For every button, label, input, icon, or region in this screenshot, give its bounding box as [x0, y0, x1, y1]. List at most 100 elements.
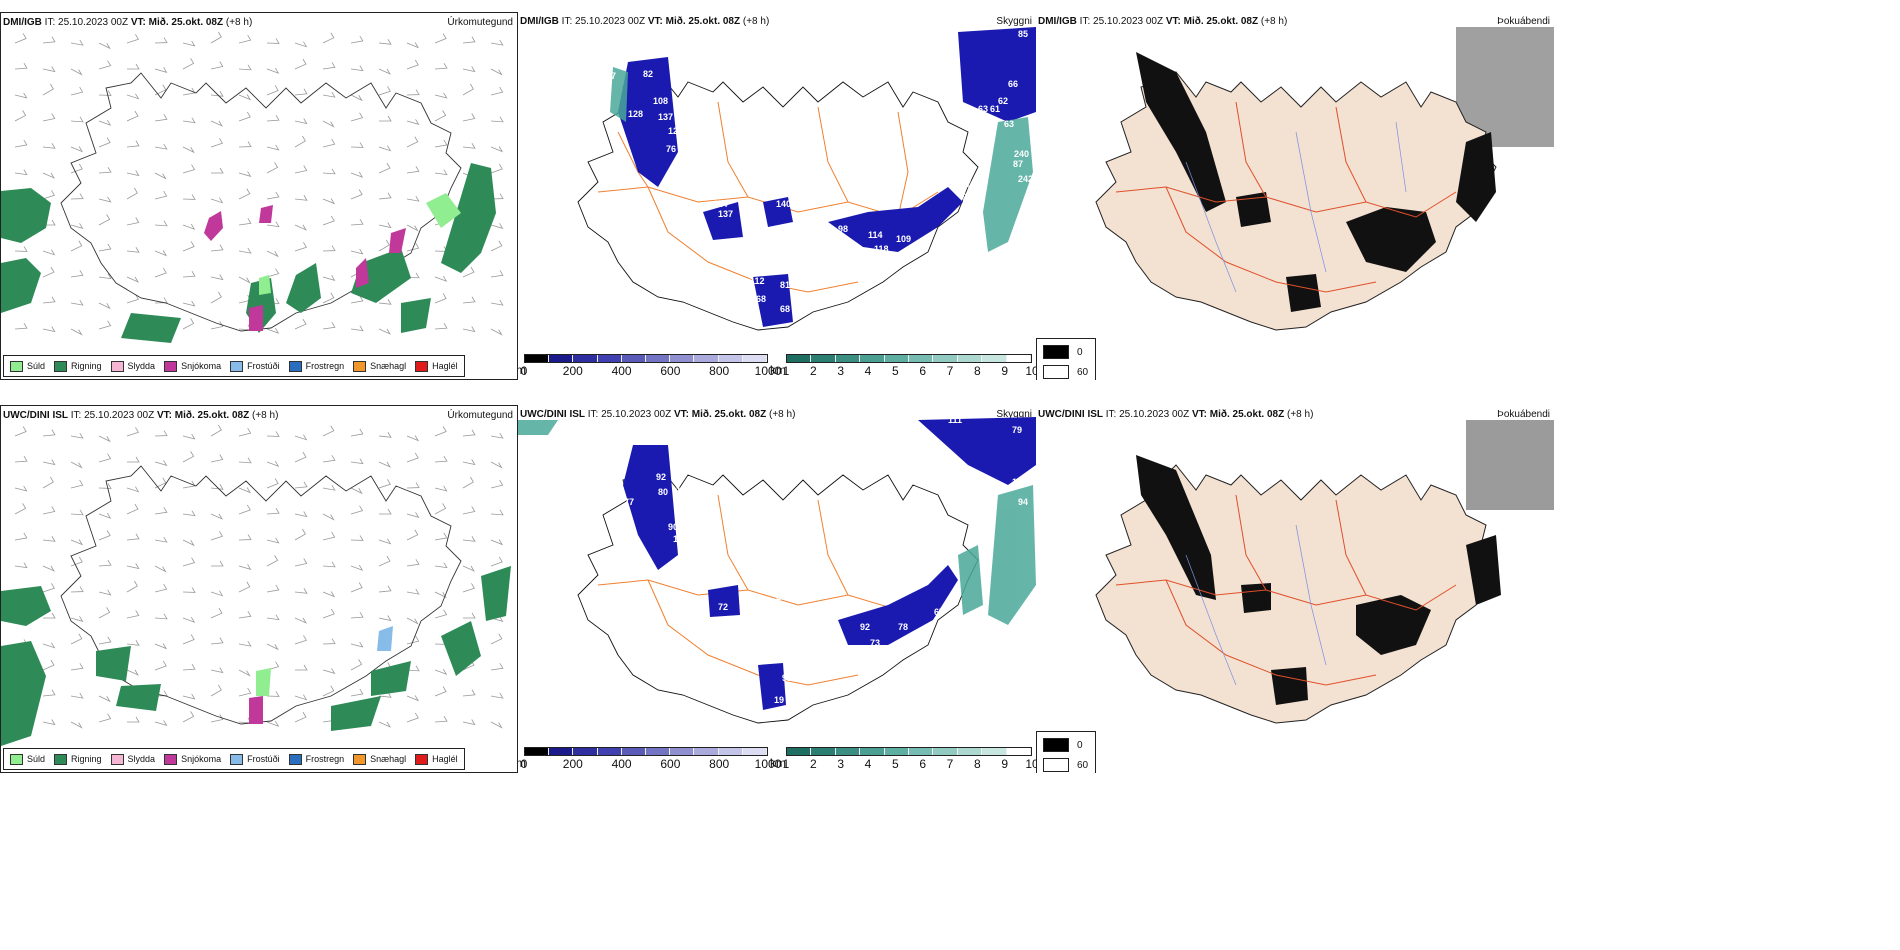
visibility-value-label: 242 — [1018, 174, 1033, 184]
visibility-value-label: 111 — [948, 415, 962, 425]
visibility-value-label: 98 — [838, 224, 848, 234]
visibility-value-label: 66 — [1008, 79, 1018, 89]
visibility-value-label: 92 — [656, 472, 666, 482]
legend-label: Rigning — [71, 361, 102, 371]
precip-map — [1, 424, 511, 746]
fog-map — [1095, 420, 1554, 724]
fog-panel-row1: DMI/IGB IT: 25.10.2023 00Z VT: Mið. 25.o… — [1036, 12, 1554, 380]
legend-item-0: Súld — [10, 753, 46, 765]
visibility-value-label: 62 — [998, 96, 1008, 106]
visibility-value-label: 12 — [940, 164, 950, 174]
legend-swatch — [10, 753, 23, 765]
legend-swatch — [10, 360, 23, 372]
colorbar-tick: 0 — [520, 757, 528, 771]
legend-label: Snjókoma — [181, 361, 222, 371]
legend-label: Slydda — [127, 754, 156, 764]
legend-swatch — [288, 753, 302, 765]
legend-swatch — [164, 360, 178, 372]
visibility-value-label: 112 — [750, 276, 765, 286]
colorbar-tick: 1000 — [754, 364, 782, 378]
legend-item-3: Snjókoma — [164, 360, 222, 372]
colorbar-tick: 8 — [973, 757, 981, 771]
visibility-value-label: 94 — [1018, 497, 1028, 507]
visibility-value-label: 137 — [718, 209, 733, 219]
visibility-value-label: 118 — [874, 244, 889, 254]
colorbar-tick: 1 — [782, 757, 790, 771]
precip-legend: Súld Rigning Slydda Snjókoma Frostúði Frostre… — [3, 355, 465, 377]
legend-item-3: Snjókoma — [164, 753, 222, 765]
colorbar-km-ticks: 1 2 3 4 5 6 7 8 9 10 — [783, 363, 1036, 378]
colorbar-tick: 1000 — [754, 757, 782, 771]
visibility-value-label: 82 — [643, 69, 653, 79]
fog-map — [1095, 27, 1554, 331]
colorbar-m-unit: m — [518, 756, 526, 770]
visibility-value-label: 140 — [776, 199, 791, 209]
visibility-value-label: 128 — [628, 109, 643, 119]
legend-item-6: Snæhagl — [353, 753, 407, 765]
visibility-value-label: 76 — [666, 144, 676, 154]
colorbar-tick: 6 — [919, 364, 926, 378]
legend-item-4: Frostúði — [230, 753, 280, 765]
legend-label: Frostúði — [247, 361, 280, 371]
visibility-value-label: 87 — [1013, 159, 1023, 169]
visibility-value-label: 127 — [668, 126, 683, 136]
visibility-value-label: 67 — [934, 607, 944, 617]
visibility-value-label: 72 — [718, 602, 728, 612]
legend-label: Slydda — [127, 361, 156, 371]
fog-legend: 0 60 — [1036, 338, 1096, 380]
legend-swatch — [230, 360, 244, 372]
legend-label: Snæhagl — [370, 754, 407, 764]
colorbar-km-unit: km — [770, 756, 786, 770]
colorbar-m-unit: m — [518, 363, 526, 377]
colorbar-tick: 7 — [946, 364, 954, 378]
legend-swatch — [110, 360, 124, 372]
colorbar-km-ticks: 1 2 3 4 5 6 7 8 9 10 — [782, 756, 1036, 771]
panel-header: DMI/IGB IT: 25.10.2023 00Z VT: Mið. 25.o… — [520, 16, 770, 27]
colorbar-m-bar — [524, 354, 768, 363]
legend-item-5: Frostregn — [288, 753, 345, 765]
colorbar-tick: 2 — [809, 364, 817, 378]
precip-title: Úrkomutegund — [447, 410, 513, 421]
colorbar-tick: 7 — [946, 757, 954, 771]
legend-label: Snjókoma — [181, 754, 222, 764]
legend-item-2: Slydda — [110, 360, 156, 372]
legend-swatch — [54, 360, 68, 372]
visibility-value-label: 90 — [962, 192, 972, 202]
visibility-value-label: 68 — [756, 294, 766, 304]
visibility-value-label: 137 — [658, 112, 673, 122]
visibility-value-label: 93 — [872, 659, 882, 669]
panel-header: DMI/IGB IT: 25.10.2023 00Z VT: Mið. 25.o… — [1038, 16, 1288, 27]
colorbar-tick: 200 — [562, 364, 583, 378]
visibility-value-label: 73 — [870, 638, 880, 648]
visibility-value-label: 114 — [713, 199, 728, 209]
precip-legend-2: Súld Rigning Slydda Snjókoma Frostúði Frostre… — [3, 748, 465, 770]
visibility-value-label: 79 — [1012, 425, 1022, 435]
visibility-colorbar-km: 1 2 3 4 5 6 7 8 9 10 — [783, 354, 1036, 378]
panel-header: UWC/DINI ISL IT: 25.10.2023 00Z VT: Mið.… — [1038, 409, 1314, 420]
colorbar-tick: 0 — [520, 364, 528, 378]
fog-title: Þokuábendi — [1497, 409, 1550, 420]
colorbar-m-ticks: 0 200 400 600 800 1000 — [520, 756, 782, 771]
precip-map — [1, 31, 504, 343]
visibility-value-label: 108 — [676, 485, 691, 495]
fog-legend-swatch-0 — [1043, 345, 1069, 359]
legend-label: Súld — [27, 361, 46, 371]
fog-panel-row2: UWC/DINI ISL IT: 25.10.2023 00Z VT: Mið.… — [1036, 405, 1554, 773]
colorbar-tick: 10 — [1025, 757, 1036, 771]
panel-header: UWC/DINI ISL IT: 25.10.2023 00Z VT: Mið.… — [520, 409, 796, 420]
visibility-value-label: 70 — [966, 179, 976, 189]
legend-label: Frostregn — [305, 361, 345, 371]
fog-title: Þokuábendi — [1497, 16, 1550, 27]
visibility-value-label: 90 — [688, 172, 698, 182]
colorbar-tick: 200 — [562, 757, 583, 771]
legend-label: Frostregn — [305, 754, 345, 764]
visibility-value-label: 108 — [653, 96, 668, 106]
legend-item-7: Haglél — [415, 360, 458, 372]
legend-label: Súld — [27, 754, 46, 764]
legend-label: Haglél — [432, 361, 458, 371]
visibility-value-label: 129 — [673, 534, 688, 544]
colorbar-tick: 400 — [611, 757, 632, 771]
visibility-value-label: 61 — [990, 104, 1000, 114]
legend-label: Rigning — [71, 754, 102, 764]
legend-swatch — [353, 753, 367, 765]
